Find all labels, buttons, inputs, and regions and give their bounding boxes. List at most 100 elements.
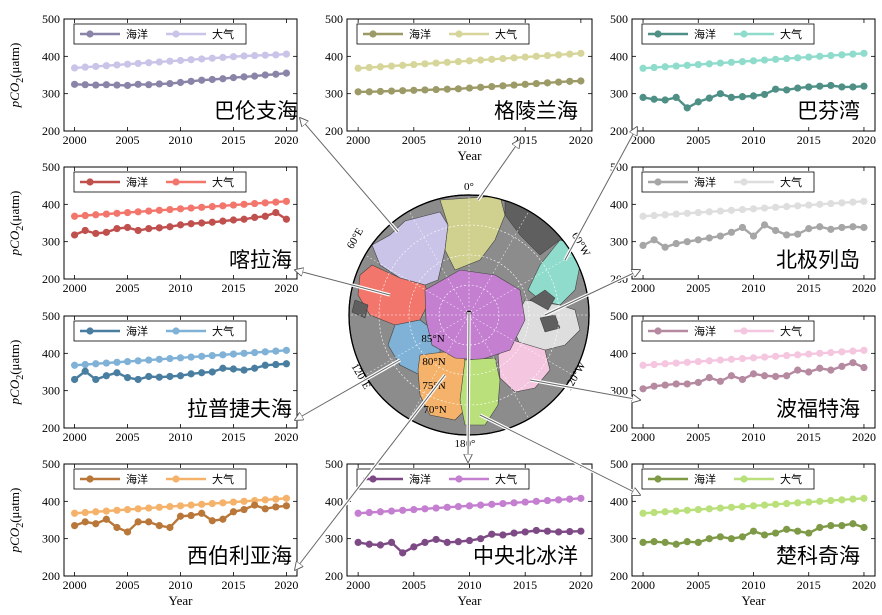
data-point-ocean xyxy=(554,78,563,86)
data-point-ocean xyxy=(716,90,724,98)
data-point-ocean xyxy=(650,95,658,103)
x-tick-label: 2005 xyxy=(116,281,140,295)
data-point-atmosphere xyxy=(240,200,248,208)
data-point-atmosphere xyxy=(123,60,132,68)
data-point-atmosphere xyxy=(543,51,552,60)
data-point-atmosphere xyxy=(113,209,121,217)
meridian-line xyxy=(468,314,574,376)
y-tick-label: 400 xyxy=(42,346,60,360)
data-point-ocean xyxy=(432,85,440,94)
map-land-patch xyxy=(529,289,556,311)
data-point-ocean xyxy=(251,364,259,372)
data-point-atmosphere xyxy=(816,497,824,505)
data-point-atmosphere xyxy=(282,346,291,354)
data-point-ocean xyxy=(187,77,195,85)
legend-box xyxy=(73,171,247,193)
x-tick-label: 2015 xyxy=(221,578,245,592)
y-tick-label: 400 xyxy=(610,197,628,211)
data-point-ocean xyxy=(683,238,691,246)
data-point-ocean xyxy=(661,243,669,251)
data-point-atmosphere xyxy=(187,353,195,361)
data-point-ocean xyxy=(794,527,802,535)
data-point-atmosphere xyxy=(661,360,669,368)
data-point-ocean xyxy=(102,228,110,236)
data-point-ocean xyxy=(521,80,529,88)
data-point-atmosphere xyxy=(282,50,291,58)
data-point-atmosphere xyxy=(102,210,110,218)
data-point-ocean xyxy=(639,93,647,101)
data-point-atmosphere xyxy=(145,356,153,364)
data-point-ocean xyxy=(716,533,724,541)
data-point-atmosphere xyxy=(240,52,248,60)
y-tick-label: 300 xyxy=(325,532,343,546)
data-point-atmosphere xyxy=(198,352,206,360)
data-point-atmosphere xyxy=(387,62,396,70)
data-point-atmosphere xyxy=(794,351,802,359)
data-point-ocean xyxy=(477,83,485,91)
data-point-ocean xyxy=(155,224,163,232)
data-point-ocean xyxy=(849,223,857,231)
x-tick-label: 2020 xyxy=(274,430,298,444)
legend-swatch-marker xyxy=(86,178,94,186)
y-tick-label: 400 xyxy=(610,494,628,508)
data-point-ocean xyxy=(219,364,227,372)
data-point-atmosphere xyxy=(749,205,758,213)
map-label-lat-80: 80°N xyxy=(422,356,445,368)
data-point-atmosphere xyxy=(410,60,418,69)
map-region-beaufort xyxy=(497,339,551,393)
x-tick-label: 2010 xyxy=(169,430,193,444)
data-point-ocean xyxy=(727,228,736,236)
y-tick-label: 200 xyxy=(42,421,60,435)
data-point-atmosphere xyxy=(683,61,691,69)
data-point-ocean xyxy=(749,527,758,535)
legend-swatch-marker xyxy=(86,475,94,483)
panel-title: 中央北冰洋 xyxy=(473,544,578,568)
data-point-atmosphere xyxy=(365,63,373,72)
data-point-ocean xyxy=(705,535,713,543)
data-point-atmosphere xyxy=(198,500,206,508)
data-point-ocean xyxy=(639,538,647,547)
data-point-ocean xyxy=(123,374,132,382)
data-point-atmosphere xyxy=(208,202,216,211)
legend-swatch-marker xyxy=(172,178,180,186)
data-point-atmosphere xyxy=(849,495,857,503)
data-point-atmosphere xyxy=(716,59,724,67)
data-point-ocean xyxy=(760,531,769,539)
data-point-atmosphere xyxy=(838,496,846,504)
data-point-ocean xyxy=(860,363,868,372)
panel-title: 波福特海 xyxy=(776,397,860,421)
data-point-atmosphere xyxy=(554,51,563,59)
x-tick-label: 2000 xyxy=(346,133,370,147)
data-point-atmosphere xyxy=(261,199,269,207)
x-tick-label: 2010 xyxy=(742,133,766,147)
data-point-ocean xyxy=(399,87,407,95)
legend-box xyxy=(641,320,815,342)
data-point-atmosphere xyxy=(354,509,362,517)
data-point-ocean xyxy=(465,536,474,545)
data-point-atmosphere xyxy=(387,507,396,515)
data-point-atmosphere xyxy=(454,57,462,66)
data-point-atmosphere xyxy=(208,54,216,62)
data-point-ocean xyxy=(410,543,418,551)
data-point-ocean xyxy=(543,527,552,535)
data-point-atmosphere xyxy=(783,202,791,211)
data-point-atmosphere xyxy=(532,52,540,60)
data-point-atmosphere xyxy=(123,505,132,514)
data-point-atmosphere xyxy=(639,64,647,72)
data-point-ocean xyxy=(650,382,658,390)
y-tick-label: 500 xyxy=(325,12,343,26)
data-point-ocean xyxy=(694,236,702,244)
data-point-atmosphere xyxy=(554,496,563,504)
data-point-atmosphere xyxy=(760,56,769,64)
data-point-atmosphere xyxy=(229,201,238,209)
legend-label-ocean: 海洋 xyxy=(126,175,148,189)
data-point-atmosphere xyxy=(510,499,518,507)
data-point-atmosphere xyxy=(187,501,195,509)
data-point-atmosphere xyxy=(771,203,780,211)
data-point-ocean xyxy=(240,215,248,223)
data-point-atmosphere xyxy=(738,57,747,66)
y-tick-label: 200 xyxy=(610,569,628,583)
data-point-ocean xyxy=(365,88,373,96)
